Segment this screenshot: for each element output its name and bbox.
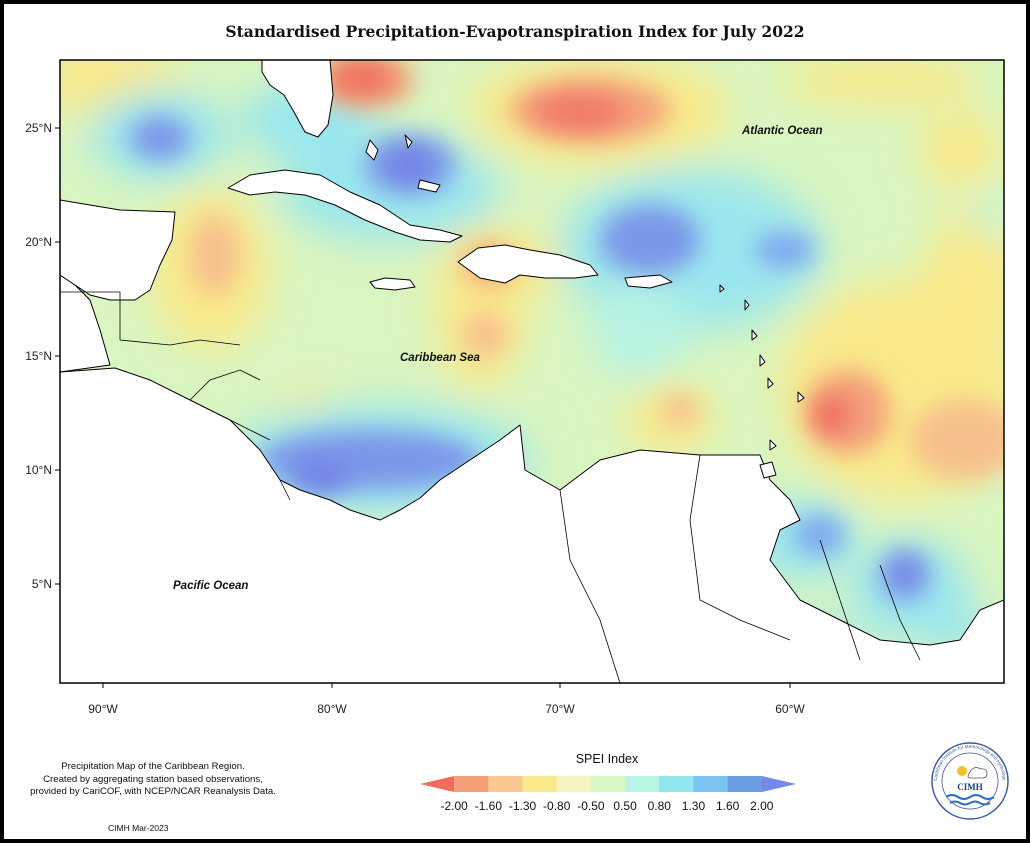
note-line-2: Created by aggregating station based obs… [43, 773, 263, 785]
legend-swatch [454, 776, 489, 792]
legend-value-label: -1.60 [475, 799, 503, 813]
lon-label-60w: 60°W [775, 702, 805, 716]
lat-label-10n: 10°N [25, 463, 52, 477]
legend-value-label: 1.30 [682, 799, 706, 813]
waves-icon [945, 794, 995, 800]
legend-value-label: -0.80 [543, 799, 571, 813]
legend-title: SPEI Index [575, 752, 639, 766]
legend-swatch [693, 776, 729, 792]
lat-label-5n: 5°N [32, 577, 52, 591]
lat-label-15n: 15°N [25, 349, 52, 363]
legend-swatch [522, 776, 558, 792]
legend-swatch [590, 776, 626, 792]
legend-value-label: 2.00 [750, 799, 774, 813]
spei-color-legend [420, 776, 796, 792]
sun-icon [957, 766, 967, 776]
cloud-icon [967, 767, 988, 779]
legend-swatch [556, 776, 592, 792]
legend-swatch [420, 776, 455, 792]
legend-value-label: 1.60 [716, 799, 740, 813]
legend-swatch [727, 776, 763, 792]
legend-value-label: -1.30 [509, 799, 537, 813]
legend-value-label: 0.50 [613, 799, 637, 813]
legend-swatch [761, 776, 796, 792]
map-description: Precipitation Map of the Caribbean Regio… [8, 761, 298, 799]
legend-value-label: -2.00 [441, 799, 469, 813]
label-caribbean-sea: Caribbean Sea [400, 352, 480, 364]
label-pacific-ocean: Pacific Ocean [173, 580, 248, 592]
legend-value-label: -0.50 [577, 799, 605, 813]
lat-label-20n: 20°N [25, 235, 52, 249]
credit-text: CIMH Mar-2023 [108, 823, 169, 833]
logo-text: CIMH [957, 782, 983, 792]
lon-label-90w: 90°W [88, 702, 118, 716]
lon-label-70w: 70°W [545, 702, 575, 716]
legend-value-label: 0.80 [648, 799, 672, 813]
lat-label-25n: 25°N [25, 121, 52, 135]
lon-label-80w: 80°W [317, 702, 347, 716]
map-title: Standardised Precipitation-Evapotranspir… [225, 22, 805, 41]
note-line-1: Precipitation Map of the Caribbean Regio… [61, 761, 245, 772]
spei-legend-labels: -2.00 -1.60 -1.30 -0.80 -0.50 0.50 0.80 1.30 1.6… [441, 799, 774, 813]
legend-swatch [488, 776, 524, 792]
legend-swatch [659, 776, 694, 792]
map-frame [59, 59, 1005, 684]
legend-swatch [625, 776, 660, 792]
spei-field [60, 60, 1004, 683]
coastlines [60, 60, 1004, 683]
note-line-3: provided by CariCOF, with NCEP/NCAR Rean… [30, 786, 276, 797]
label-atlantic-ocean: Atlantic Ocean [741, 125, 823, 137]
cimh-logo: CIMH Caribbean Institute for Meteorology… [931, 742, 1009, 820]
